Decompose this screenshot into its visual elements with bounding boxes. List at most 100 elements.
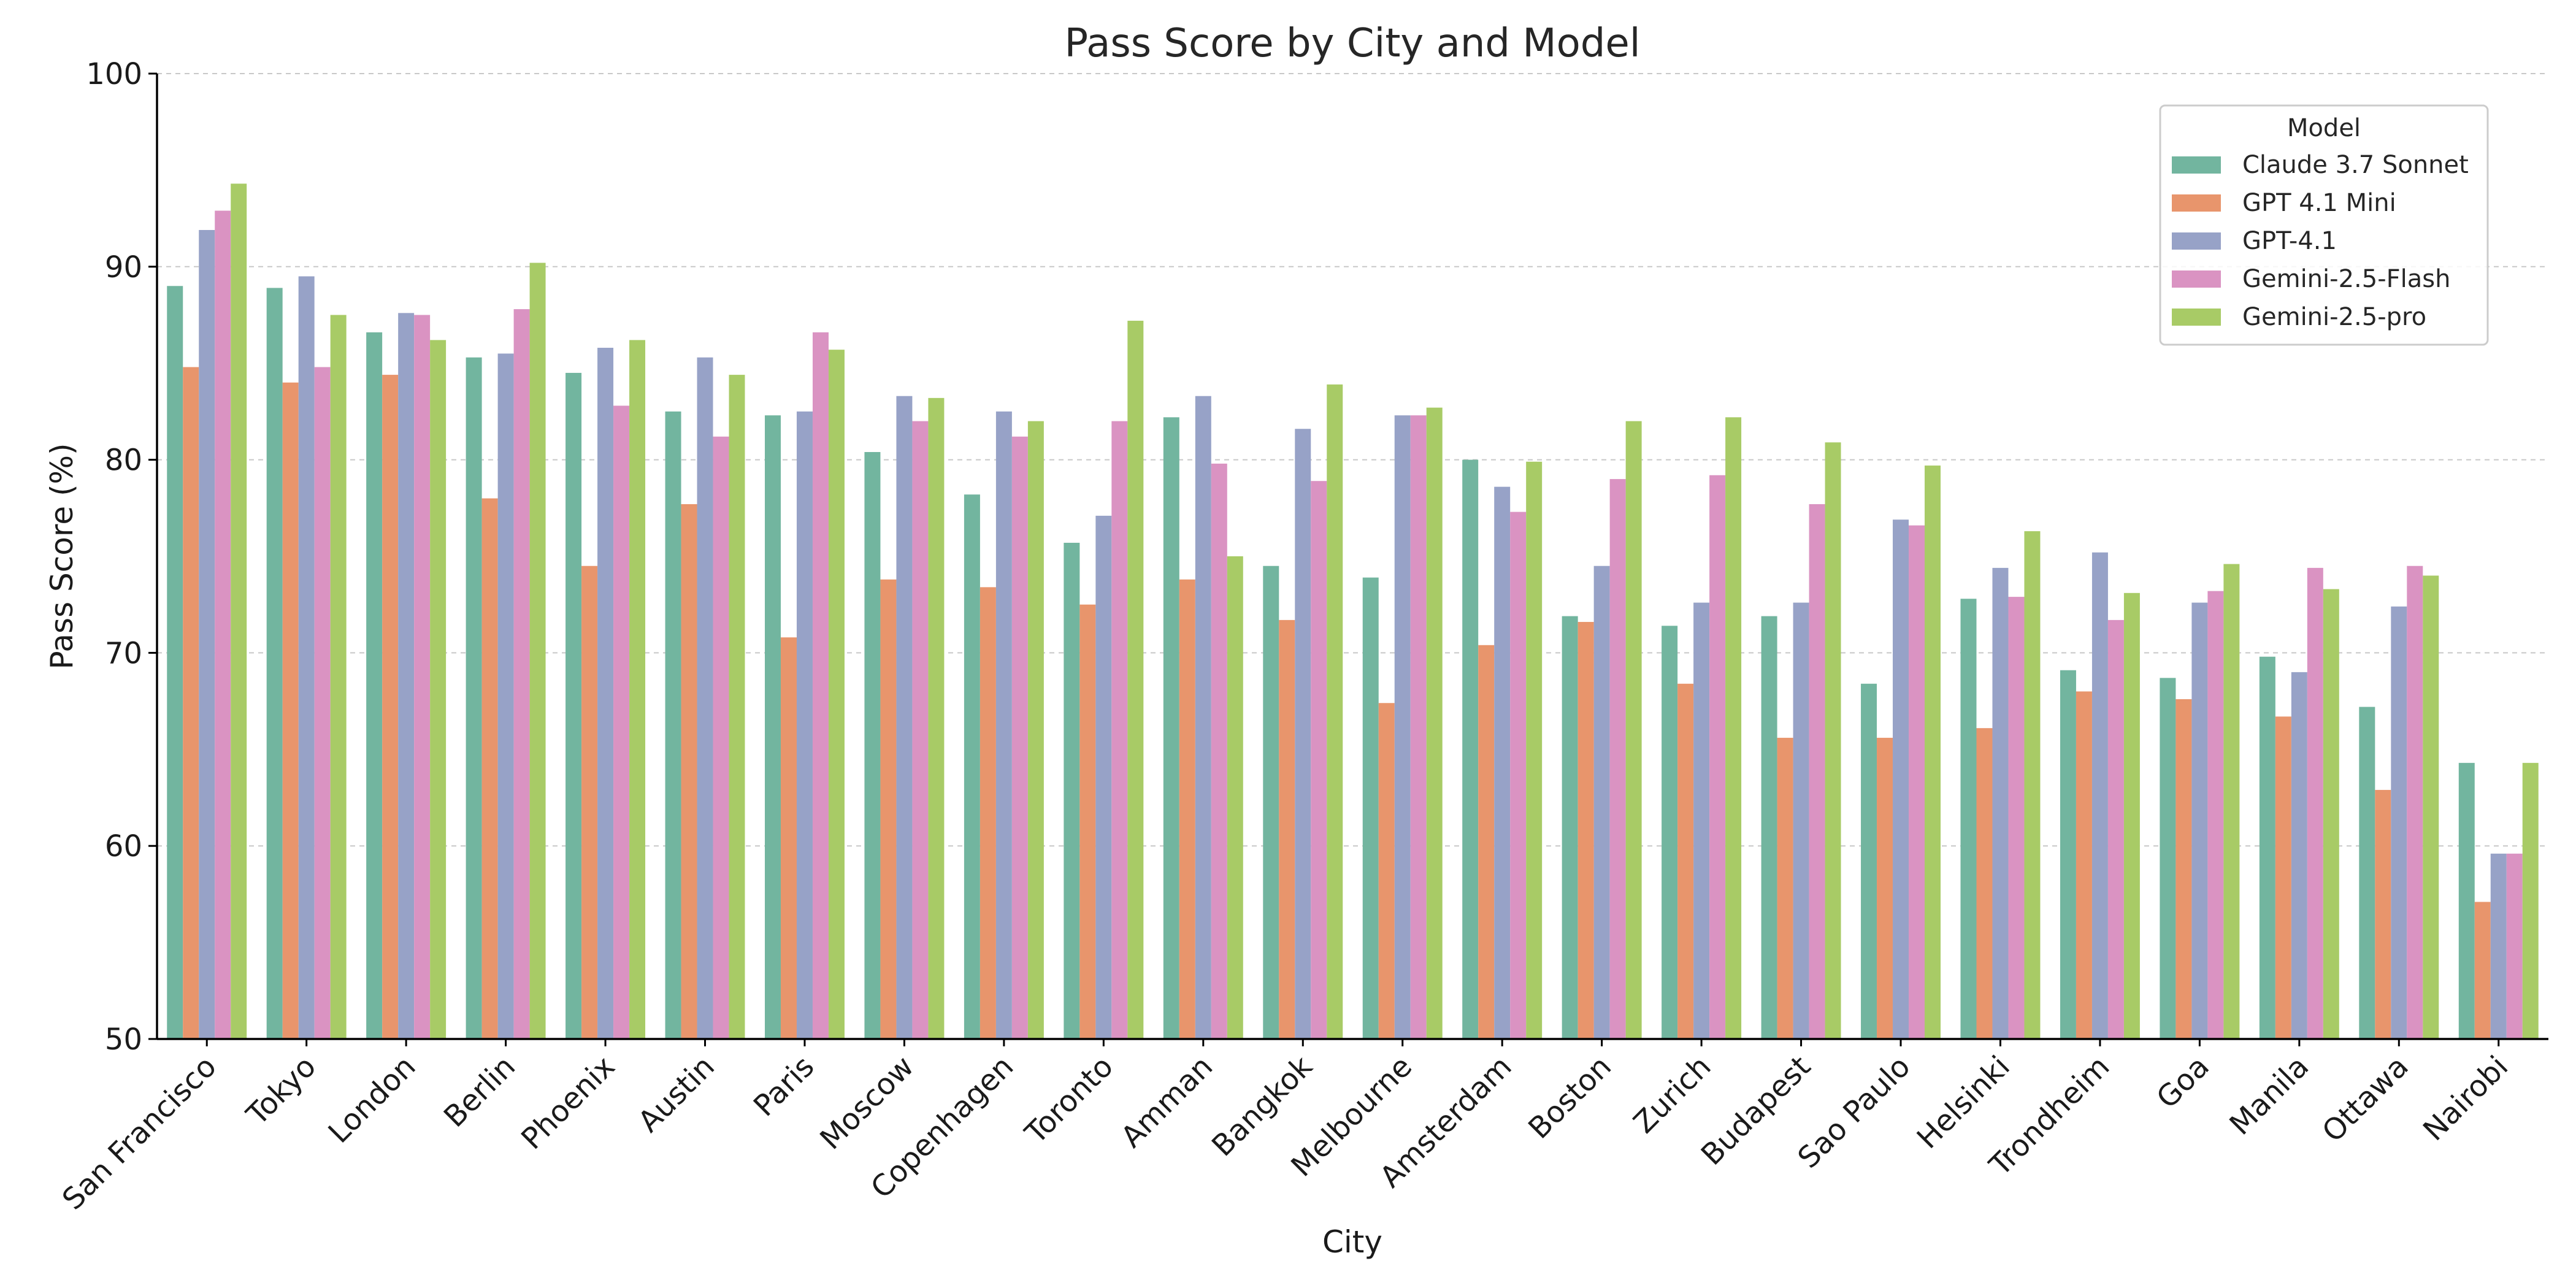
legend-item-claude-3-7-sonnet: Claude 3.7 Sonnet [2172, 151, 2469, 179]
bar-gemini-2-5-flash-berlin [513, 309, 530, 1039]
bar-gpt-4-1-mini-tokyo [282, 382, 299, 1040]
bar-gemini-2-5-flash-san-francisco [215, 210, 231, 1039]
bar-group-helsinki [1960, 531, 2041, 1039]
bar-gpt-4-1-mini-helsinki [1976, 728, 1993, 1039]
bar-gemini-2-5-pro-nairobi [2522, 762, 2539, 1039]
bar-gemini-2-5-pro-trondheim [2123, 592, 2140, 1039]
legend-item-gpt-4-1-mini: GPT 4.1 Mini [2172, 189, 2396, 217]
bar-gpt-4-1-mini-bangkok [1279, 619, 1295, 1039]
bar-group-moscow [864, 396, 945, 1039]
bar-group-copenhagen [964, 411, 1044, 1039]
bar-gemini-2-5-pro-tokyo [330, 315, 347, 1039]
bar-gpt-4-1-trondheim [2091, 552, 2108, 1039]
bar-gpt-4-1-moscow [896, 396, 913, 1039]
bar-gemini-2-5-pro-melbourne [1426, 407, 1443, 1039]
bar-group-manila [2259, 567, 2339, 1039]
bar-claude-3-7-sonnet-ottawa [2359, 707, 2375, 1039]
bar-gpt-4-1-toronto [1095, 515, 1112, 1039]
bar-group-berlin [466, 263, 546, 1040]
bar-claude-3-7-sonnet-helsinki [1960, 599, 1977, 1039]
bar-group-budapest [1761, 442, 1841, 1039]
legend-swatch-gpt-4-1-mini [2172, 194, 2221, 212]
bar-gpt-4-1-zurich [1693, 602, 1710, 1039]
bar-gpt-4-1-ottawa [2391, 606, 2407, 1039]
bar-claude-3-7-sonnet-berlin [466, 357, 482, 1039]
bar-gemini-2-5-flash-nairobi [2506, 853, 2523, 1039]
bar-claude-3-7-sonnet-amsterdam [1462, 459, 1479, 1039]
bar-group-toronto [1064, 320, 1144, 1040]
x-tick-label-amman: Amman [1114, 1049, 1219, 1154]
legend-label-gpt-4-1: GPT-4.1 [2242, 227, 2337, 255]
x-tick-label-tokyo: Tokyo [240, 1049, 323, 1132]
bar-gpt-4-1-sao-paulo [1893, 519, 1909, 1039]
bar-series-group [167, 183, 2539, 1040]
bar-gemini-2-5-flash-ottawa [2407, 565, 2423, 1039]
bar-gemini-2-5-flash-boston [1609, 479, 1626, 1039]
bar-claude-3-7-sonnet-boston [1562, 616, 1578, 1039]
x-tick-label-london: London [322, 1049, 423, 1150]
bar-claude-3-7-sonnet-moscow [864, 452, 881, 1039]
legend-box [2159, 104, 2489, 346]
bar-claude-3-7-sonnet-budapest [1761, 616, 1777, 1039]
x-tick-label-goa: Goa [2150, 1049, 2215, 1115]
bar-claude-3-7-sonnet-amman [1163, 417, 1179, 1039]
bar-gpt-4-1-paris [796, 411, 813, 1039]
x-tick-label-ottawa: Ottawa [2316, 1049, 2415, 1149]
bar-gpt-4-1-mini-zurich [1677, 683, 1694, 1039]
bar-gemini-2-5-pro-berlin [529, 263, 546, 1039]
bar-gemini-2-5-pro-austin [729, 375, 745, 1039]
x-tick-label-berlin: Berlin [437, 1049, 522, 1134]
bar-claude-3-7-sonnet-sao-paulo [1861, 683, 1877, 1039]
legend-swatch-gemini-2-5-pro [2172, 309, 2221, 326]
y-axis-label: Pass Score (%) [44, 443, 80, 670]
y-tick-label-70: 70 [105, 636, 142, 670]
bar-claude-3-7-sonnet-trondheim [2060, 670, 2076, 1039]
bar-claude-3-7-sonnet-manila [2259, 656, 2275, 1039]
bar-claude-3-7-sonnet-paris [765, 415, 781, 1039]
bar-gemini-2-5-flash-copenhagen [1011, 436, 1028, 1039]
bar-gemini-2-5-pro-ottawa [2423, 575, 2439, 1039]
bar-gemini-2-5-flash-austin [713, 436, 729, 1039]
bar-gemini-2-5-pro-moscow [928, 397, 945, 1039]
x-tick-label-zurich: Zurich [1627, 1049, 1718, 1140]
y-tick-label-50: 50 [105, 1022, 142, 1057]
bar-gpt-4-1-mini-sao-paulo [1877, 737, 1893, 1039]
bar-claude-3-7-sonnet-bangkok [1263, 565, 1279, 1039]
y-tick-label-100: 100 [86, 57, 142, 91]
bar-group-zurich [1662, 417, 1742, 1039]
bar-gemini-2-5-pro-helsinki [2024, 531, 2041, 1039]
bar-gemini-2-5-pro-manila [2323, 589, 2339, 1039]
legend-item-gemini-2-5-pro: Gemini-2.5-pro [2172, 303, 2426, 331]
bar-claude-3-7-sonnet-goa [2160, 678, 2176, 1039]
bar-claude-3-7-sonnet-zurich [1662, 626, 1678, 1039]
bar-claude-3-7-sonnet-melbourne [1362, 577, 1379, 1039]
bar-gpt-4-1-austin [697, 357, 713, 1039]
chart-title: Pass Score by City and Model [1064, 21, 1640, 66]
bar-gpt-4-1-copenhagen [995, 411, 1012, 1039]
legend-item-gpt-4-1: GPT-4.1 [2172, 227, 2337, 255]
bar-gpt-4-1-mini-ottawa [2375, 789, 2391, 1039]
bar-gemini-2-5-pro-toronto [1127, 320, 1144, 1040]
bar-group-amsterdam [1462, 459, 1543, 1039]
bar-gpt-4-1-mini-amman [1179, 579, 1195, 1039]
bar-gemini-2-5-pro-sao-paulo [1925, 466, 1941, 1039]
legend-label-gpt-4-1-mini: GPT 4.1 Mini [2242, 189, 2396, 217]
bar-gemini-2-5-pro-paris [828, 350, 845, 1040]
bar-gpt-4-1-goa [2191, 602, 2208, 1039]
bar-group-nairobi [2458, 762, 2539, 1039]
bar-claude-3-7-sonnet-tokyo [266, 288, 283, 1040]
bar-gpt-4-1-manila [2291, 672, 2307, 1039]
x-axis-label: City [1322, 1224, 1382, 1260]
grid-lines [157, 73, 2548, 847]
legend-swatch-gpt-4-1 [2172, 232, 2221, 250]
y-axis-ticks: 50 60 70 80 90 100 [86, 57, 157, 1057]
bar-gemini-2-5-pro-london [430, 340, 447, 1040]
bar-gpt-4-1-helsinki [1992, 567, 2009, 1039]
bar-gpt-4-1-mini-moscow [880, 579, 897, 1039]
bar-claude-3-7-sonnet-san-francisco [167, 286, 183, 1039]
bar-gemini-2-5-pro-amman [1227, 556, 1243, 1039]
x-tick-label-paris: Paris [747, 1049, 821, 1123]
y-tick-label-80: 80 [105, 443, 142, 478]
bar-gemini-2-5-flash-goa [2207, 591, 2224, 1039]
